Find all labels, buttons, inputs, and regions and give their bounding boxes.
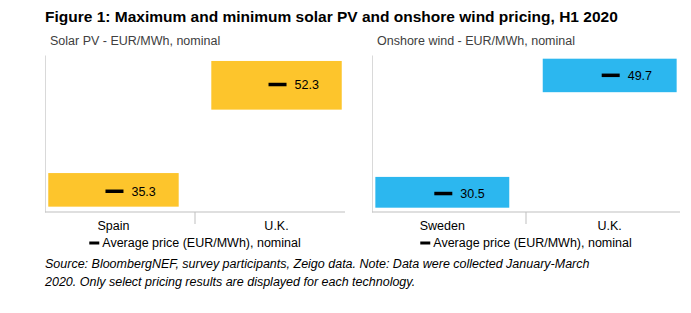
figure: Figure 1: Maximum and minimum solar PV a… — [0, 0, 691, 313]
data-label: 49.7 — [628, 69, 652, 83]
legend-swatch — [89, 242, 99, 245]
y-axis-line — [45, 56, 46, 213]
average-marker — [434, 192, 452, 196]
plot-marks — [48, 61, 341, 207]
panel: Solar PV - EUR/MWh, nominal 35.3 52.3 Spain… — [45, 34, 345, 250]
y-axis-line — [372, 56, 373, 213]
legend-item: Average price (EUR/MWh), nominal — [89, 236, 300, 250]
range-box — [375, 177, 509, 208]
x-tick-label: Sweden — [420, 219, 465, 233]
source-note: 2020. Only select pricing results are di… — [44, 275, 415, 289]
legend: Average price (EUR/MWh), nominal — [89, 236, 300, 250]
category-separator — [526, 212, 527, 224]
panel: Onshore wind - EUR/MWh, nominal 30.5 49.7 S… — [372, 34, 680, 250]
y-axis — [372, 56, 373, 213]
category-separator — [195, 212, 196, 224]
plot-marks — [375, 59, 676, 208]
data-label: 30.5 — [460, 187, 484, 201]
legend-label: Average price (EUR/MWh), nominal — [102, 236, 300, 250]
x-tick-label: U.K. — [598, 219, 622, 233]
range-box — [543, 59, 677, 92]
average-marker — [602, 74, 620, 78]
y-axis — [45, 56, 46, 213]
x-tick-label: Spain — [97, 219, 129, 233]
panel-title: Solar PV - EUR/MWh, nominal — [50, 34, 220, 48]
legend-swatch — [420, 242, 430, 245]
data-label: 35.3 — [131, 185, 155, 199]
data-label: 52.3 — [295, 78, 319, 92]
figure-title: Figure 1: Maximum and minimum solar PV a… — [45, 8, 618, 25]
panel-title: Onshore wind - EUR/MWh, nominal — [377, 34, 575, 48]
x-tick-label: U.K. — [264, 219, 288, 233]
legend: Average price (EUR/MWh), nominal — [420, 236, 631, 250]
legend-item: Average price (EUR/MWh), nominal — [420, 236, 631, 250]
average-marker — [269, 83, 287, 87]
range-box — [48, 173, 178, 207]
source-note: Source: BloombergNEF, survey participant… — [45, 257, 590, 271]
range-box — [211, 61, 341, 110]
legend-label: Average price (EUR/MWh), nominal — [433, 236, 631, 250]
average-marker — [105, 190, 123, 194]
